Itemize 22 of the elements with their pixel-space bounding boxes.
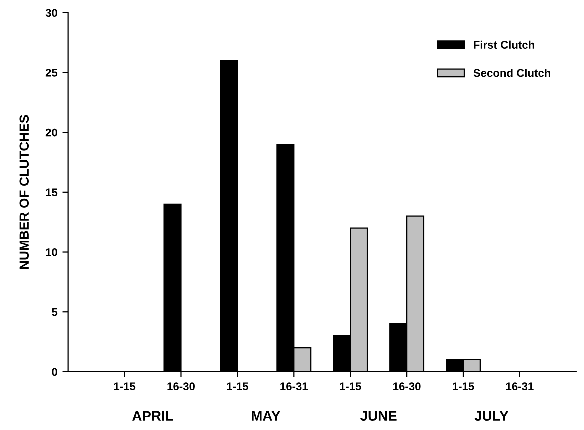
x-tick-label: 16-30 xyxy=(394,382,421,391)
x-tick-label: 1-15 xyxy=(453,382,474,391)
y-tick-label: 15 xyxy=(46,188,58,197)
y-tick-label: 5 xyxy=(52,308,58,316)
x-tick-label: 16-30 xyxy=(168,382,195,391)
y-tick-label: 10 xyxy=(46,248,58,256)
text: APRIL xyxy=(132,411,174,421)
y-tick-label: 20 xyxy=(46,128,58,137)
x-tick-label: 16-31 xyxy=(506,382,534,391)
text: JUNE xyxy=(360,411,397,422)
y-tick-label: 30 xyxy=(46,9,58,18)
y-tick-label: 25 xyxy=(46,69,58,77)
x-tick-label: 1-15 xyxy=(227,382,248,391)
x-tick-label: 1-15 xyxy=(340,382,362,391)
x-tick-label: 16-31 xyxy=(280,382,308,391)
legend-label: Second Clutch xyxy=(474,68,550,78)
text: MAY xyxy=(252,411,280,421)
x-tick-label: 1-15 xyxy=(114,382,136,391)
text: JULY xyxy=(474,411,509,422)
y-tick-label: 0 xyxy=(52,368,58,376)
legend-label: First Clutch xyxy=(474,40,534,50)
y-axis-title: NUMBER OF CLUTCHES xyxy=(20,115,30,270)
